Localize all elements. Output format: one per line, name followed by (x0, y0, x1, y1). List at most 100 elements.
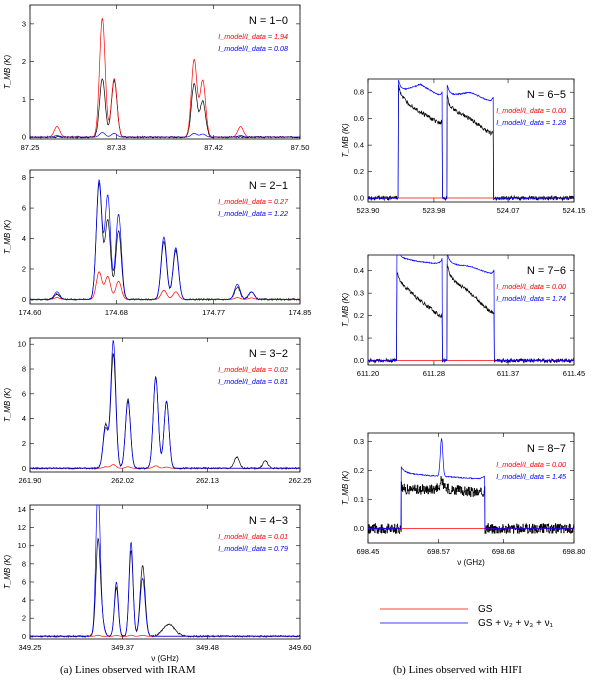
ratio-full: I_model/I_data = 1.28 (496, 118, 566, 127)
x-tick-label: 698.80 (563, 547, 586, 556)
x-tick-label: 611.37 (497, 369, 519, 378)
x-tick-label: 523.98 (422, 206, 445, 215)
x-tick-label: 349.48 (196, 643, 219, 652)
x-tick-label: 174.68 (105, 308, 128, 317)
x-tick-label: 349.25 (19, 643, 42, 652)
ratio-full: I_model/I_data = 0.08 (218, 44, 288, 53)
y-tick-label: 0.2 (354, 466, 364, 475)
x-tick-label: 349.37 (111, 643, 134, 652)
x-tick-label: 174.60 (19, 308, 42, 317)
y-tick-label: 0 (22, 133, 26, 142)
plot-frame (29, 337, 301, 473)
chart-panel-3: 0 2 4 6 8 10 261.90 262.02 262.13 262.25 T_MB (K) N… (3, 337, 312, 485)
x-tick-label: 174.77 (202, 308, 225, 317)
chart-panel-6: 0.0 0.1 0.2 0.3 0.4 611.20 611.28 611.37 611.45 T… (341, 254, 585, 378)
series-gs-vibrational (30, 178, 300, 300)
y-tick-label: 6 (22, 389, 26, 398)
ratio-full: I_model/I_data = 1.74 (496, 294, 566, 303)
y-tick-label: 4 (22, 414, 26, 423)
series-observed (367, 263, 575, 364)
y-tick-label: 10 (18, 340, 26, 349)
x-tick-label: 523.90 (357, 206, 380, 215)
series-observed (368, 476, 575, 534)
ratio-gs: I_model/I_data = 0.00 (496, 460, 566, 469)
x-tick-label: 524.15 (563, 206, 586, 215)
series-observed (29, 78, 301, 139)
ratio-full: I_model/I_data = 0.79 (218, 544, 288, 553)
plot-frame (29, 504, 301, 640)
y-tick-label: 0.1 (354, 334, 364, 343)
y-tick-label: 0.0 (354, 524, 364, 533)
chart-panel-5: 0.0 0.2 0.4 0.6 0.8 523.90 523.98 524.07 524.15 T… (341, 78, 586, 215)
plot-frame (29, 169, 301, 305)
ratio-gs: I_model/I_data = 0.02 (218, 365, 288, 374)
ratio-full: I_model/I_data = 1.45 (496, 472, 567, 481)
x-tick-label: 262.25 (289, 476, 312, 485)
series-gs-vibrational (30, 504, 300, 637)
panel-title: N = 1−0 (249, 15, 288, 27)
chart-panel-4: 0 2 4 6 8 10 12 14 349.25 349.37 349.48 349.60 T_MB … (3, 504, 312, 663)
y-tick-label: 3 (22, 19, 26, 28)
x-tick-label: 349.60 (289, 643, 312, 652)
x-tick-label: 698.68 (492, 547, 515, 556)
y-tick-label: 2 (22, 614, 26, 623)
y-tick-label: 8 (22, 173, 26, 182)
y-axis-label: T_MB (K) (341, 471, 350, 506)
y-tick-label: 6 (22, 577, 26, 586)
y-tick-label: 0.4 (354, 266, 364, 275)
y-tick-label: 1 (22, 95, 26, 104)
legend-full-label: GS + ν₂ + ν₃ + ν₁ (478, 618, 554, 629)
panel-title: N = 6−5 (527, 89, 566, 101)
x-tick-label: 611.28 (423, 369, 445, 378)
y-tick-label: 0.0 (354, 194, 364, 203)
x-tick-label: 698.57 (427, 547, 450, 556)
series-observed (367, 84, 575, 202)
series-gs-vibrational (30, 132, 300, 138)
y-tick-label: 8 (22, 559, 26, 568)
y-tick-label: 0.2 (354, 311, 364, 320)
y-tick-label: 0.2 (354, 167, 364, 176)
y-tick-label: 10 (18, 541, 26, 550)
x-tick-label: 698.45 (357, 547, 380, 556)
series-gs-vibrational (367, 437, 575, 530)
y-tick-label: 12 (18, 523, 26, 532)
x-tick-label: 261.90 (19, 476, 42, 485)
series-gs-vibrational (367, 79, 575, 200)
panel-title: N = 7−6 (527, 265, 566, 277)
x-axis-label: ν (GHz) (457, 558, 485, 567)
y-axis-label: T_MB (K) (3, 555, 12, 590)
x-tick-label: 524.07 (497, 206, 520, 215)
y-axis-label: T_MB (K) (3, 55, 12, 90)
y-tick-label: 0.1 (354, 495, 364, 504)
series-observed (29, 537, 301, 639)
caption-iram: (a) Lines observed with IRAM (60, 664, 196, 676)
x-tick-label: 87.42 (204, 143, 223, 152)
ratio-gs: I_model/I_data = 0.00 (496, 106, 566, 115)
y-tick-label: 0.8 (354, 88, 364, 97)
ratio-gs: I_model/I_data = 0.27 (218, 197, 289, 206)
x-tick-label: 262.02 (111, 476, 134, 485)
caption-hifi: (b) Lines observed with HIFI (393, 664, 522, 676)
x-tick-label: 87.25 (21, 143, 40, 152)
y-tick-label: 0.3 (354, 437, 364, 446)
panel-title: N = 2−1 (249, 180, 288, 192)
y-tick-label: 2 (22, 264, 26, 273)
panel-title: N = 3−2 (249, 348, 288, 360)
y-tick-label: 14 (18, 505, 26, 514)
plot-frame (367, 78, 575, 203)
ratio-gs: I_model/I_data = 0.00 (496, 282, 566, 291)
y-axis-label: T_MB (K) (341, 293, 350, 328)
ratio-full: I_model/I_data = 0.81 (218, 377, 288, 386)
y-tick-label: 8 (22, 365, 26, 374)
series-gs (30, 271, 300, 300)
x-axis-label: ν (GHz) (151, 654, 179, 663)
y-tick-label: 0.4 (354, 141, 364, 150)
y-tick-label: 4 (22, 234, 26, 243)
x-tick-label: 262.13 (196, 476, 219, 485)
chart-panel-7: 0.0 0.1 0.2 0.3 698.45 698.57 698.68 698.80 T_MB… (341, 432, 586, 567)
ratio-full: I_model/I_data = 1.22 (218, 209, 288, 218)
ratio-gs: I_model/I_data = 1.94 (218, 32, 288, 41)
legend-gs-label: GS (478, 604, 493, 615)
x-tick-label: 174.85 (289, 308, 312, 317)
